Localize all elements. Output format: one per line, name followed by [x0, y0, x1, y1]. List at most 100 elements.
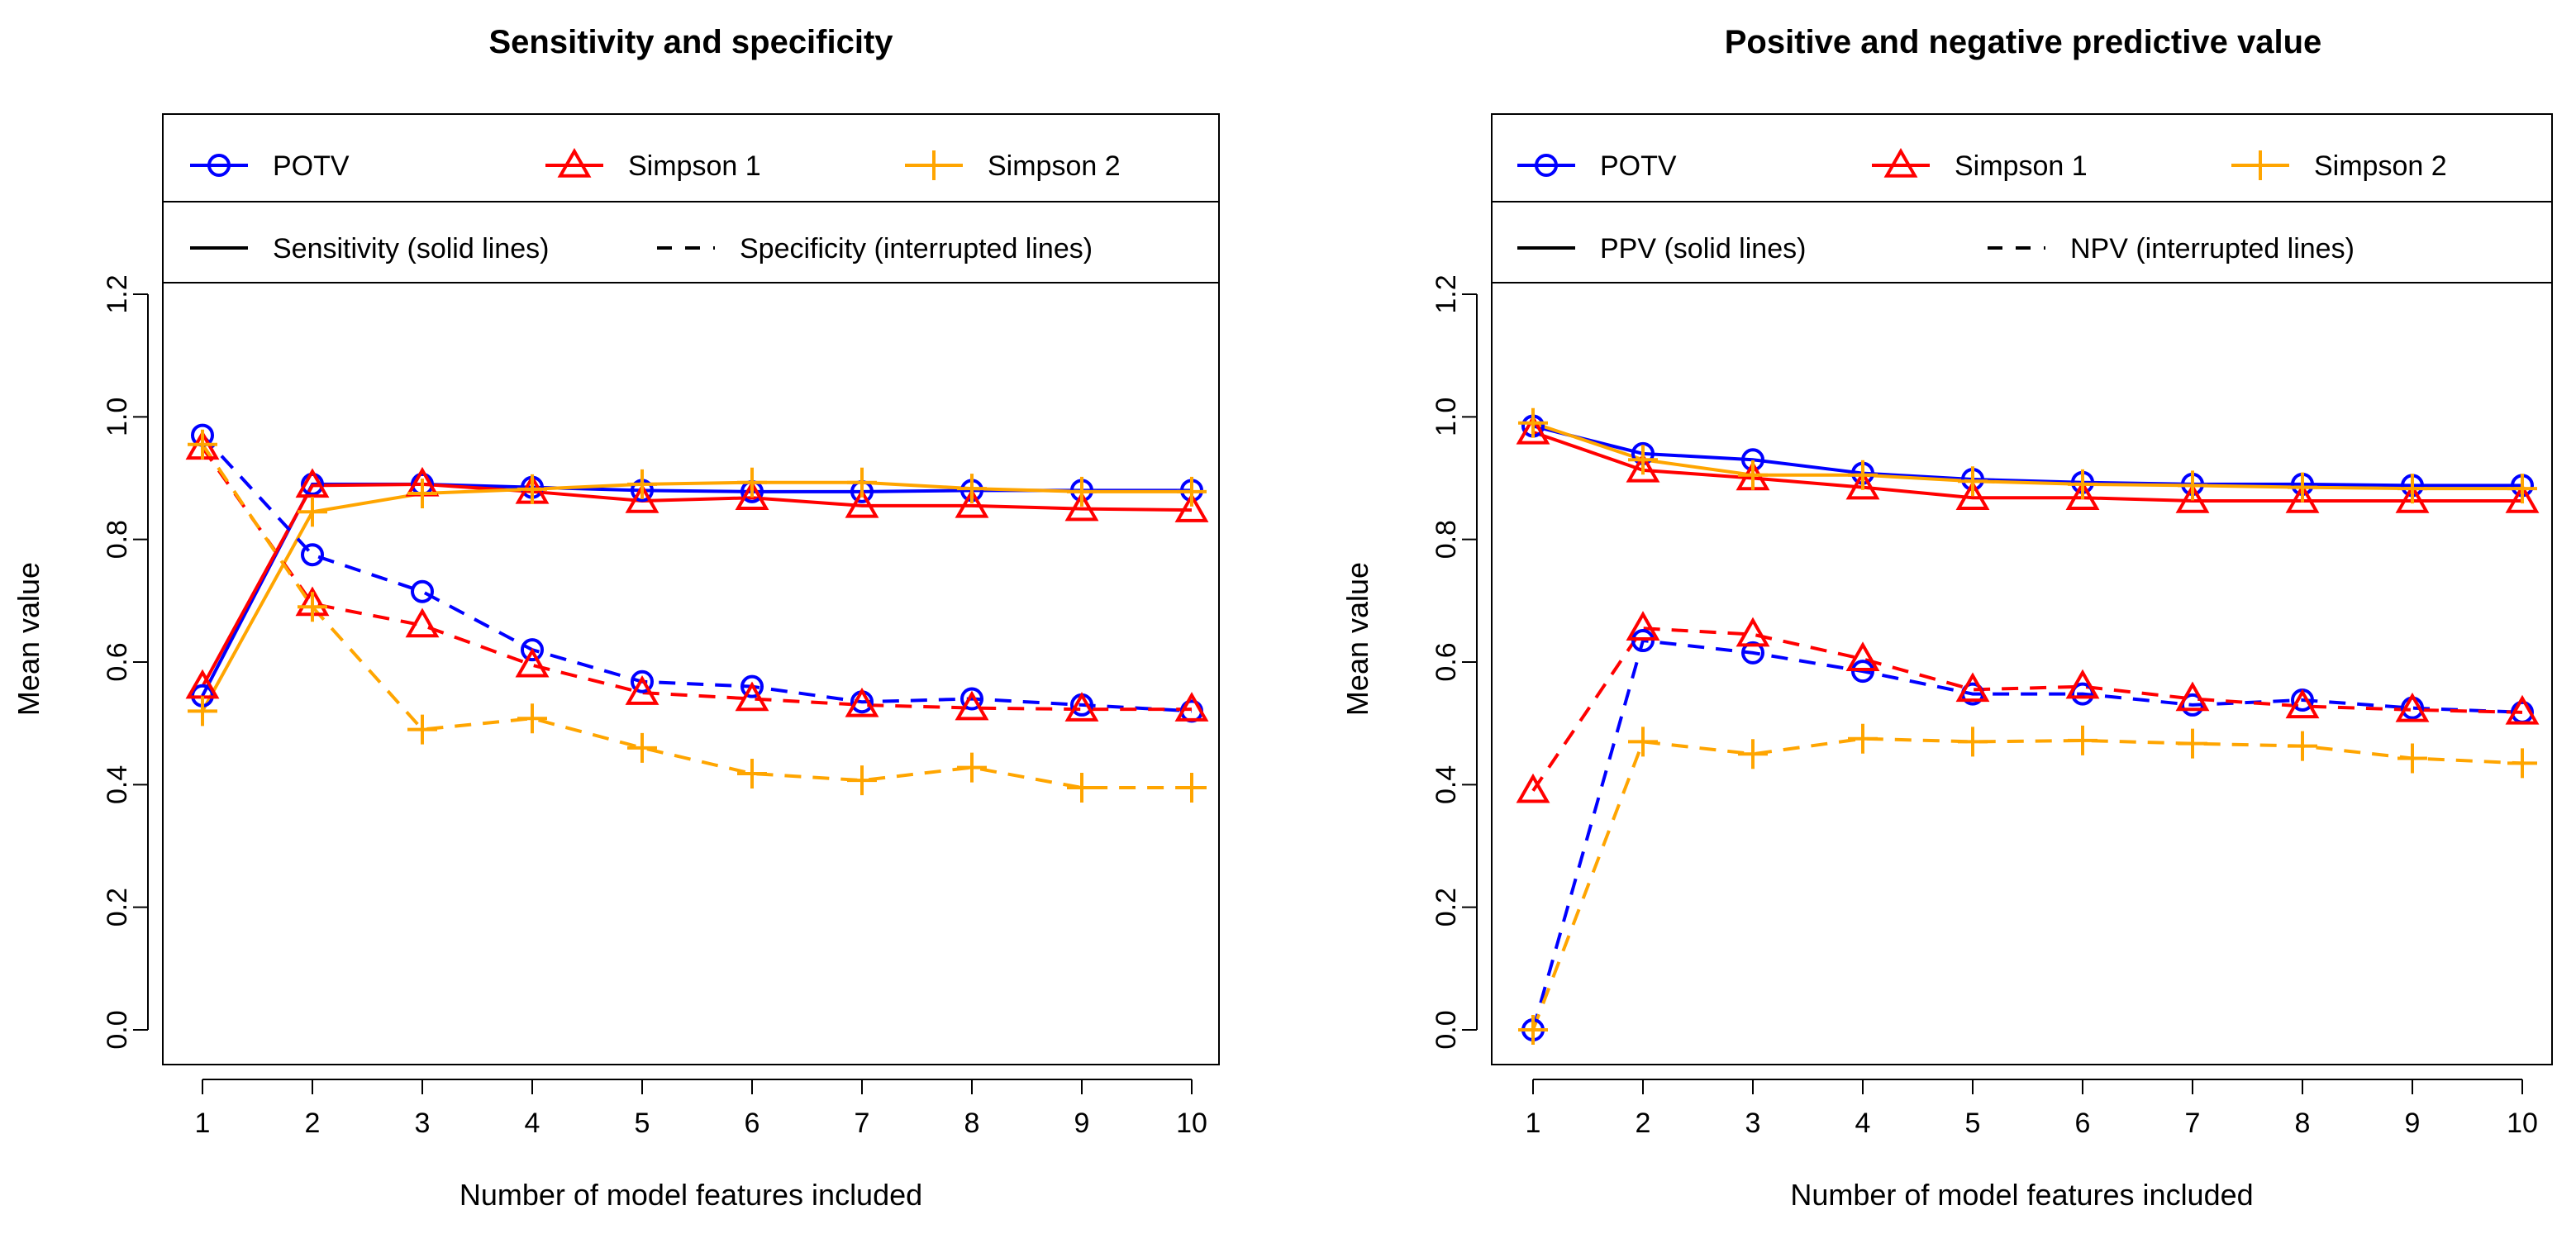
data-point [2288, 731, 2317, 761]
y-tick-label: 0.8 [102, 520, 133, 559]
data-point [1067, 773, 1097, 803]
data-point [1067, 476, 1097, 507]
data-point [627, 469, 657, 499]
legend-label: Simpson 1 [1955, 150, 2088, 182]
y-tick-label: 1.2 [102, 274, 133, 313]
y-tick-label: 0.2 [102, 888, 133, 927]
data-point [1848, 460, 1878, 490]
chart-title: Positive and negative predictive value [1725, 24, 2322, 60]
y-tick-label: 1.0 [1431, 398, 1462, 436]
series-points-simpson-1-specificity [185, 430, 1209, 722]
y-tick-label: 0.2 [1431, 888, 1462, 927]
x-tick-label: 6 [745, 1108, 760, 1139]
data-point [188, 696, 217, 727]
data-point [1626, 452, 1660, 483]
legend-marker [2245, 150, 2275, 180]
y-tick-label: 1.0 [102, 398, 133, 436]
data-point [2397, 474, 2427, 504]
data-point [301, 543, 324, 567]
data-point [2065, 480, 2100, 510]
data-point [1174, 493, 1209, 522]
chart-panel-1: Sensitivity and specificity 0.0 0.2 0.4 0.6 0… [12, 24, 1220, 1212]
legend-box [1491, 113, 2553, 283]
data-point [1626, 611, 1660, 641]
x-tick-label: 6 [2075, 1108, 2091, 1139]
data-point [2071, 682, 2094, 706]
data-point [957, 752, 987, 783]
data-point [735, 480, 769, 510]
series-points-simpson-1-npv [1516, 611, 2540, 803]
series-line-simpson-1-specificity [201, 446, 1192, 712]
x-tick-label: 1 [1526, 1108, 1541, 1139]
data-point [2065, 669, 2100, 699]
data-point [2505, 483, 2540, 513]
y-tick-label: 0.6 [1431, 642, 1462, 681]
data-point [1958, 466, 1988, 497]
x-axis-label: Number of model features included [1790, 1178, 2253, 1212]
data-point [737, 758, 767, 789]
data-point [298, 497, 327, 527]
series-line-simpson-1-npv [1531, 627, 2523, 792]
data-point [517, 703, 547, 734]
legend-label: Simpson 2 [2314, 150, 2447, 182]
data-point [1516, 414, 1550, 445]
data-point [1845, 641, 1880, 672]
data-point [1958, 727, 1988, 757]
y-tick-label: 0.4 [102, 765, 133, 804]
x-tick-label: 9 [1074, 1108, 1090, 1139]
legend-label: PPV (solid lines) [1600, 233, 1806, 264]
series-line-potv-specificity [201, 434, 1193, 713]
y-axis-label: Mean value [12, 562, 45, 716]
series-points-simpson-2-ppv [1518, 407, 2537, 504]
data-point [295, 468, 330, 498]
data-point [847, 765, 877, 796]
legend-marker [207, 154, 231, 177]
series-points-potv-specificity [191, 423, 1203, 723]
data-point [1628, 445, 1658, 475]
x-tick-label: 10 [1176, 1108, 1207, 1139]
series-line-potv-sensitivity [201, 482, 1192, 697]
y-tick-label: 0.0 [102, 1010, 133, 1049]
data-point [2395, 483, 2430, 513]
series-points-simpson-2-sensitivity [188, 467, 1207, 727]
x-tick-label: 1 [195, 1108, 211, 1139]
data-point [2285, 483, 2320, 513]
data-point [627, 732, 657, 763]
data-point [1955, 480, 1990, 510]
legend: POTV Simpson 1 Simpson 2 PPV (solid lines) N… [1491, 113, 2553, 283]
legend-marker [1535, 154, 1558, 177]
x-tick-label: 7 [855, 1108, 870, 1139]
y-tick-label: 0.4 [1431, 765, 1462, 804]
data-point [2505, 694, 2540, 725]
data-point [407, 479, 437, 509]
x-tick-label: 8 [2295, 1108, 2311, 1139]
data-point [2175, 681, 2210, 712]
x-tick-label: 5 [635, 1108, 650, 1139]
data-point [407, 714, 437, 745]
data-point [1518, 407, 1548, 438]
data-point [847, 467, 877, 498]
x-tick-label: 10 [2507, 1108, 2538, 1139]
data-point [188, 429, 217, 460]
x-tick-label: 5 [1965, 1108, 1981, 1139]
data-point [1631, 629, 1655, 653]
data-point [517, 474, 547, 504]
y-tick-label: 0.8 [1431, 520, 1462, 559]
data-point [1738, 739, 1768, 769]
y-tick-label: 0.0 [1431, 1010, 1462, 1049]
series-points-simpson-1-sensitivity [185, 466, 1209, 699]
data-point [625, 675, 659, 705]
data-point [955, 488, 989, 518]
data-point [411, 579, 434, 603]
data-point [2395, 692, 2430, 722]
x-tick-label: 4 [1855, 1108, 1871, 1139]
data-point [1848, 723, 1878, 754]
data-point [1741, 641, 1764, 665]
x-tick-label: 7 [2185, 1108, 2201, 1139]
legend-marker [557, 147, 592, 178]
x-tick-label: 3 [415, 1108, 431, 1139]
series-points-simpson-2-npv [1518, 723, 2537, 1045]
x-axis-label: Number of model features included [459, 1178, 922, 1212]
data-point [955, 690, 989, 721]
data-point [1518, 1015, 1548, 1045]
